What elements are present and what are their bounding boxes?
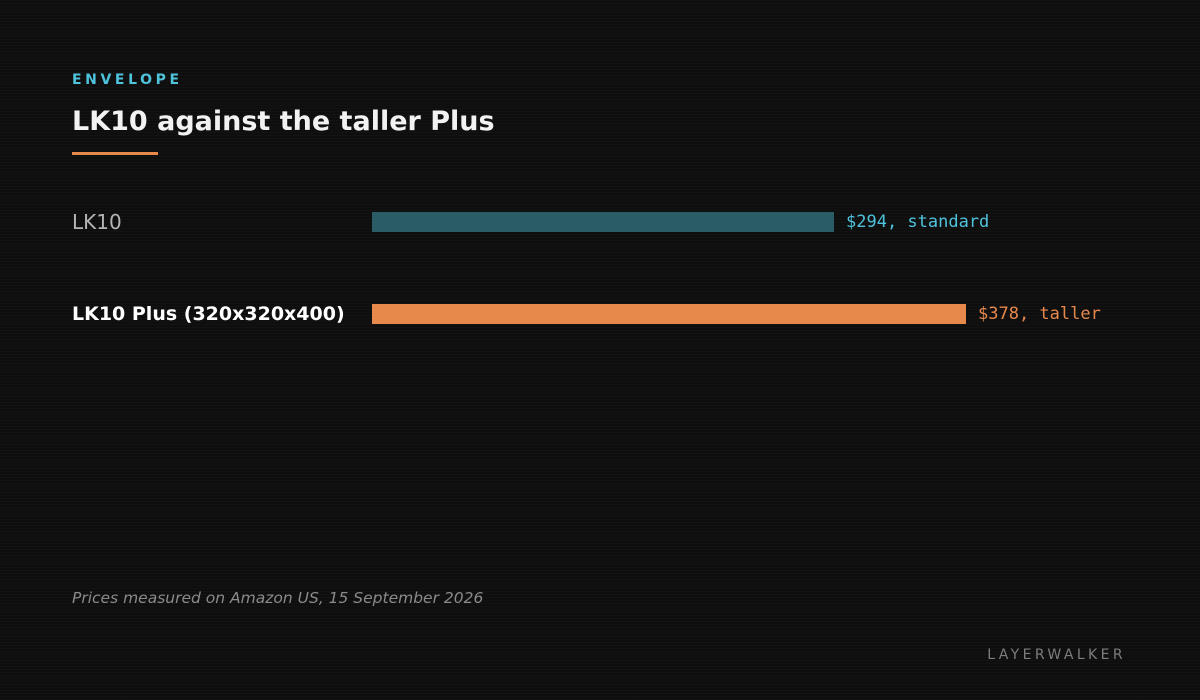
bar-chart: LK10 $294, standard LK10 Plus (320x320x400… — [72, 210, 1101, 325]
bar — [372, 304, 966, 324]
brand-wordmark: LAYERWALKER — [987, 647, 1126, 663]
data-label: $294, standard — [846, 212, 989, 232]
chart-title: LK10 against the taller Plus — [72, 106, 495, 137]
eyebrow-label: ENVELOPE — [72, 72, 183, 88]
title-underline — [72, 152, 158, 155]
data-label: $378, taller — [978, 304, 1101, 324]
bar — [372, 212, 834, 232]
category-label: LK10 — [72, 210, 122, 234]
footnote: Prices measured on Amazon US, 15 Septemb… — [72, 589, 484, 607]
category-label: LK10 Plus (320x320x400) — [72, 303, 345, 325]
